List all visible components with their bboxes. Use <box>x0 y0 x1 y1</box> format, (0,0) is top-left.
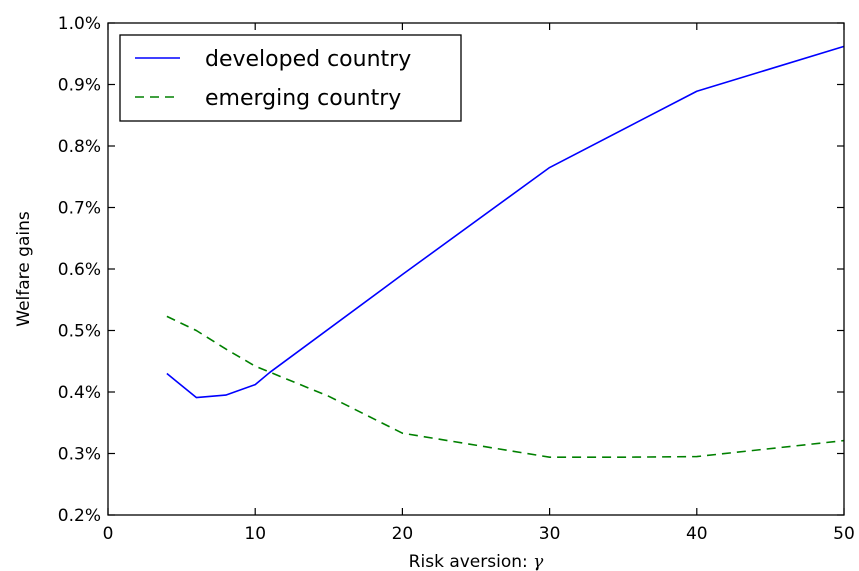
series-line-developed-country <box>166 45 845 399</box>
y-tick-label: 0.5% <box>58 322 101 342</box>
x-tick-label: 40 <box>686 524 708 544</box>
x-tick-label: 50 <box>833 524 855 544</box>
legend-label-emerging-country: emerging country <box>205 86 401 111</box>
x-tick-label: 30 <box>539 524 561 544</box>
legend: developed country emerging country <box>119 34 462 122</box>
y-tick-label: 0.8% <box>58 137 101 157</box>
x-tick-label: 10 <box>244 524 266 544</box>
x-axis-title: Risk aversion: γ <box>409 552 544 571</box>
legend-label-developed-country: developed country <box>205 47 411 72</box>
y-axis-title: Welfare gains <box>14 211 34 327</box>
legend-frame <box>119 34 462 122</box>
y-tick-label: 0.4% <box>58 383 101 403</box>
x-tick-label: 20 <box>392 524 414 544</box>
y-tick-label: 0.6% <box>58 260 101 280</box>
y-tick-label: 0.2% <box>58 506 101 526</box>
ticks-layer: 0 10 20 30 40 50 0.2% 0.3% 0.4% 0.5% 0.6% 0.7% 0.8% 0… <box>58 14 855 544</box>
y-tick-label: 1.0% <box>58 14 101 34</box>
x-axis-title-symbol: γ <box>533 552 544 571</box>
y-tick-label: 0.7% <box>58 199 101 219</box>
series-line-emerging-country <box>166 315 845 458</box>
y-tick-label: 0.9% <box>58 76 101 96</box>
series-layer <box>166 45 845 458</box>
x-tick-label: 0 <box>103 524 114 544</box>
y-tick-label: 0.3% <box>58 445 101 465</box>
